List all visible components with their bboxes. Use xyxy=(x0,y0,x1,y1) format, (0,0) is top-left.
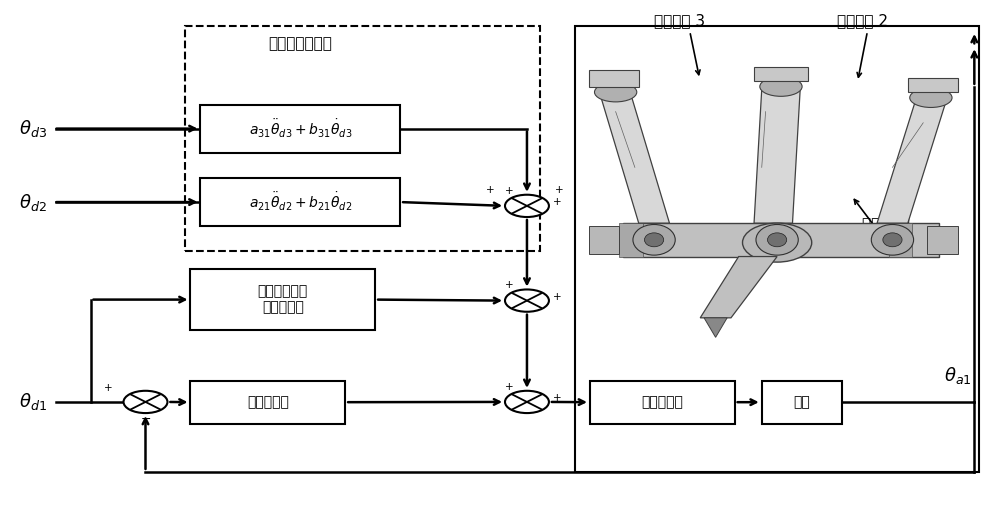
Text: $\theta_{d1}$: $\theta_{d1}$ xyxy=(19,392,47,412)
Circle shape xyxy=(505,290,549,312)
Bar xyxy=(762,380,842,424)
Text: 驱动关节 3: 驱动关节 3 xyxy=(654,13,705,28)
Text: +: + xyxy=(486,185,494,195)
Circle shape xyxy=(505,195,549,217)
Text: $a_{21}\ddot{\theta}_{d2}+b_{21}\dot{\theta}_{d2}$: $a_{21}\ddot{\theta}_{d2}+b_{21}\dot{\th… xyxy=(249,191,352,213)
Text: 驱动关节 1: 驱动关节 1 xyxy=(862,216,913,231)
Circle shape xyxy=(505,391,549,413)
Text: 反馈控制器: 反馈控制器 xyxy=(247,395,289,409)
Bar xyxy=(190,269,375,330)
Text: +: + xyxy=(104,383,113,393)
Circle shape xyxy=(124,391,167,413)
Text: 耦合前馈控制器: 耦合前馈控制器 xyxy=(268,36,332,51)
Text: 驱动关节 2: 驱动关节 2 xyxy=(837,13,888,28)
Text: +: + xyxy=(553,292,561,302)
Text: 电机: 电机 xyxy=(793,395,810,409)
Text: 伺服驱动器: 伺服驱动器 xyxy=(641,395,683,409)
Bar xyxy=(185,26,540,251)
Text: +: + xyxy=(505,185,513,196)
Text: −: − xyxy=(140,412,151,426)
Text: $a_{31}\ddot{\theta}_{d3}+b_{31}\dot{\theta}_{d3}$: $a_{31}\ddot{\theta}_{d3}+b_{31}\dot{\th… xyxy=(249,117,352,140)
Text: +: + xyxy=(553,197,561,207)
Text: +: + xyxy=(555,185,563,195)
Bar xyxy=(590,380,735,424)
Bar xyxy=(200,178,400,226)
Bar xyxy=(190,380,345,424)
Text: $\theta_{d2}$: $\theta_{d2}$ xyxy=(19,192,46,213)
Text: $\theta_{d3}$: $\theta_{d3}$ xyxy=(19,118,47,139)
Text: +: + xyxy=(505,382,513,392)
Text: +: + xyxy=(553,393,561,403)
Bar xyxy=(200,105,400,153)
Text: $\theta_{a1}$: $\theta_{a1}$ xyxy=(944,365,971,386)
Text: 速度、加速度
前馈控制器: 速度、加速度 前馈控制器 xyxy=(258,284,308,314)
Text: +: + xyxy=(505,280,513,291)
Bar xyxy=(575,26,979,472)
